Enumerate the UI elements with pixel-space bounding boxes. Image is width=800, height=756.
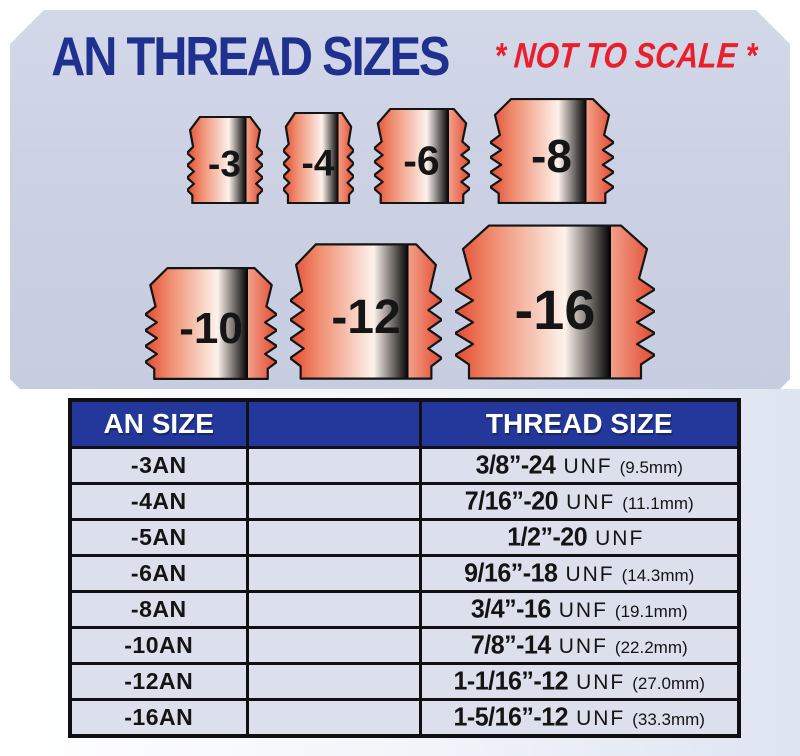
- thread-standard: UNF: [563, 455, 613, 478]
- thread-standard: UNF: [576, 707, 626, 730]
- an-size-value: -5AN: [68, 518, 249, 557]
- thread-size-value: 1-5/16”-12 UNF (33.3mm): [418, 698, 741, 738]
- size-table-section: AN SIZE THREAD SIZE -3AN 3/8”-24 UNF (9.5m…: [68, 398, 741, 738]
- thread-standard: UNF: [558, 635, 608, 658]
- an-size-value: -16AN: [68, 698, 249, 738]
- spacer-cell: [245, 662, 422, 701]
- threaded-fitting-icon: [283, 112, 354, 204]
- threaded-fitting-icon: [290, 243, 442, 380]
- thread-standard: UNF: [558, 599, 608, 622]
- thread-standard: UNF: [566, 491, 616, 514]
- spacer-cell: [245, 482, 422, 521]
- thread-fraction: 7/8”-14: [470, 630, 551, 660]
- an-size-value: -4AN: [68, 482, 249, 521]
- thread-fraction: 1-5/16”-12: [453, 702, 569, 732]
- thread-fraction: 7/16”-20: [464, 486, 559, 516]
- thread-metric: (22.2mm): [614, 638, 688, 657]
- thread-standard: UNF: [595, 527, 645, 550]
- threaded-fitting-icon: [455, 224, 655, 380]
- table-row: -6AN 9/16”-18 UNF (14.3mm): [68, 554, 741, 593]
- table-row: -3AN 3/8”-24 UNF (9.5mm): [68, 446, 741, 485]
- an-size-value: -6AN: [68, 554, 249, 593]
- thread-standard: UNF: [576, 671, 626, 694]
- table-row: -8AN 3/4”-16 UNF (19.1mm): [68, 590, 741, 629]
- an-size-value: -10AN: [68, 626, 249, 665]
- thread-standard: UNF: [565, 563, 615, 586]
- fittings-row-large: -10 -12 -16: [10, 224, 790, 380]
- thread-size-value: 7/16”-20 UNF (11.1mm): [418, 482, 741, 521]
- table-row: -5AN 1/2”-20 UNF: [68, 518, 741, 557]
- thread-fraction: 1-1/16”-12: [453, 666, 569, 696]
- spacer-cell: [245, 698, 422, 738]
- thread-size-value: 1/2”-20 UNF: [418, 518, 741, 557]
- spacer-cell: [245, 554, 422, 593]
- thread-fraction: 1/2”-20: [507, 522, 588, 552]
- table-row: -12AN 1-1/16”-12 UNF (27.0mm): [68, 662, 741, 701]
- an-size-value: -12AN: [68, 662, 249, 701]
- thread-fraction: 3/4”-16: [470, 594, 551, 624]
- diagram-panel: AN THREAD SIZES * NOT TO SCALE * -3 -4 -…: [10, 10, 790, 389]
- not-to-scale-note: * NOT TO SCALE *: [493, 36, 759, 76]
- thread-metric: (14.3mm): [621, 566, 695, 585]
- spacer-cell: [245, 446, 422, 485]
- thread-metric: (9.5mm): [619, 458, 683, 477]
- thread-metric: (19.1mm): [614, 602, 688, 621]
- table-header-row: AN SIZE THREAD SIZE: [68, 398, 741, 449]
- thread-fraction: 3/8”-24: [475, 450, 556, 480]
- title-row: AN THREAD SIZES * NOT TO SCALE *: [10, 10, 790, 88]
- spacer-cell: [245, 590, 422, 629]
- fitting-12an-illustration: -12: [290, 243, 442, 380]
- thread-size-value: 3/4”-16 UNF (19.1mm): [418, 590, 741, 629]
- fitting-6an-illustration: -6: [374, 108, 470, 204]
- an-size-value: -3AN: [68, 446, 249, 485]
- fitting-4an-illustration: -4: [283, 112, 354, 204]
- fitting-3an-illustration: -3: [187, 116, 263, 204]
- page-title: AN THREAD SIZES: [50, 26, 449, 88]
- table-row: -16AN 1-5/16”-12 UNF (33.3mm): [68, 698, 741, 738]
- header-thread-size: THREAD SIZE: [418, 398, 741, 449]
- table-row: -4AN 7/16”-20 UNF (11.1mm): [68, 482, 741, 521]
- thread-size-value: 1-1/16”-12 UNF (27.0mm): [418, 662, 741, 701]
- fittings-row-small: -3 -4 -6 -8: [10, 98, 790, 204]
- header-an-size: AN SIZE: [68, 398, 249, 449]
- fitting-8an-illustration: -8: [490, 98, 614, 204]
- thread-metric: (27.0mm): [632, 674, 705, 693]
- spacer-cell: [245, 626, 422, 665]
- an-size-value: -8AN: [68, 590, 249, 629]
- threaded-fitting-icon: [490, 98, 614, 204]
- thread-metric: (11.1mm): [622, 494, 694, 513]
- thread-metric: (33.3mm): [632, 710, 705, 729]
- thread-size-value: 7/8”-14 UNF (22.2mm): [418, 626, 741, 665]
- threaded-fitting-icon: [374, 108, 470, 204]
- spacer-cell: [245, 518, 422, 557]
- table-row: -10AN 7/8”-14 UNF (22.2mm): [68, 626, 741, 665]
- threaded-fitting-icon: [187, 116, 263, 204]
- header-spacer: [245, 398, 422, 449]
- threaded-fitting-icon: [145, 267, 277, 380]
- fitting-10an-illustration: -10: [145, 267, 277, 380]
- thread-fraction: 9/16”-18: [464, 558, 558, 588]
- thread-size-value: 9/16”-18 UNF (14.3mm): [418, 554, 741, 593]
- thread-size-value: 3/8”-24 UNF (9.5mm): [418, 446, 741, 485]
- an-thread-size-table: AN SIZE THREAD SIZE -3AN 3/8”-24 UNF (9.5m…: [68, 398, 741, 738]
- fitting-16an-illustration: -16: [455, 224, 655, 380]
